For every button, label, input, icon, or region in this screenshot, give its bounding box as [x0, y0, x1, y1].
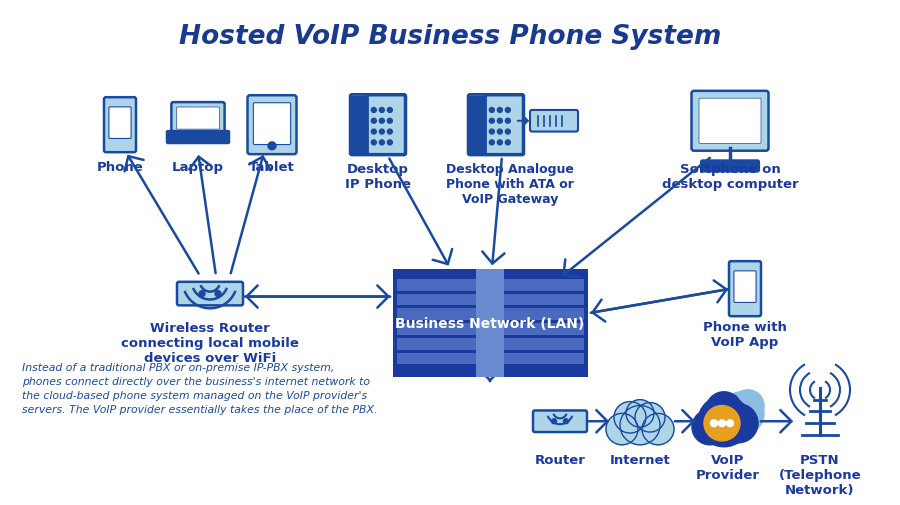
- Circle shape: [215, 291, 221, 297]
- Circle shape: [626, 400, 654, 427]
- Text: Tablet: Tablet: [249, 161, 295, 174]
- Text: Laptop: Laptop: [172, 161, 224, 174]
- Bar: [392, 270, 588, 377]
- Circle shape: [563, 419, 569, 424]
- Circle shape: [387, 130, 392, 135]
- Circle shape: [706, 392, 742, 427]
- Circle shape: [642, 414, 674, 445]
- Text: Softphone on
desktop computer: Softphone on desktop computer: [662, 163, 798, 190]
- Circle shape: [372, 140, 376, 145]
- Circle shape: [387, 108, 392, 113]
- Circle shape: [698, 396, 750, 447]
- Bar: [397, 279, 583, 291]
- Text: Phone: Phone: [96, 161, 143, 174]
- Circle shape: [718, 404, 758, 443]
- Circle shape: [498, 108, 502, 113]
- FancyBboxPatch shape: [469, 96, 488, 155]
- Text: VoIP
Provider: VoIP Provider: [696, 453, 760, 481]
- Circle shape: [372, 130, 376, 135]
- FancyBboxPatch shape: [729, 262, 761, 317]
- FancyBboxPatch shape: [530, 111, 578, 132]
- Circle shape: [379, 119, 384, 124]
- Circle shape: [387, 140, 392, 145]
- Circle shape: [490, 130, 494, 135]
- Circle shape: [710, 420, 717, 427]
- Circle shape: [718, 420, 725, 427]
- Text: Hosted VoIP Business Phone System: Hosted VoIP Business Phone System: [179, 24, 721, 50]
- Circle shape: [199, 291, 205, 297]
- Text: Router: Router: [535, 453, 585, 466]
- Circle shape: [505, 140, 510, 145]
- Text: Business Network (LAN): Business Network (LAN): [395, 317, 585, 330]
- Text: Wireless Router
connecting local mobile
devices over WiFi: Wireless Router connecting local mobile …: [122, 322, 299, 365]
- Circle shape: [372, 119, 376, 124]
- Text: Desktop Analogue
Phone with ATA or
VoIP Gateway: Desktop Analogue Phone with ATA or VoIP …: [446, 163, 574, 206]
- FancyBboxPatch shape: [167, 132, 229, 144]
- Circle shape: [490, 140, 494, 145]
- Circle shape: [268, 142, 276, 150]
- Circle shape: [726, 420, 734, 427]
- Text: PSTN
(Telephone
Network): PSTN (Telephone Network): [778, 453, 861, 496]
- Circle shape: [614, 402, 646, 433]
- FancyBboxPatch shape: [699, 99, 761, 144]
- Bar: [476, 270, 504, 377]
- Circle shape: [505, 108, 510, 113]
- Bar: [397, 309, 583, 321]
- FancyBboxPatch shape: [109, 108, 131, 139]
- FancyBboxPatch shape: [486, 96, 523, 155]
- FancyBboxPatch shape: [367, 96, 405, 155]
- Circle shape: [498, 130, 502, 135]
- Bar: [397, 323, 583, 335]
- Circle shape: [692, 410, 728, 445]
- FancyBboxPatch shape: [248, 96, 296, 155]
- Circle shape: [379, 140, 384, 145]
- FancyBboxPatch shape: [701, 161, 759, 172]
- Text: Internet: Internet: [609, 453, 670, 466]
- Circle shape: [620, 406, 660, 445]
- Bar: [397, 353, 583, 365]
- Circle shape: [372, 108, 376, 113]
- FancyBboxPatch shape: [104, 98, 136, 153]
- Circle shape: [732, 390, 764, 421]
- Circle shape: [606, 414, 638, 445]
- Text: Desktop
IP Phone: Desktop IP Phone: [345, 163, 411, 190]
- Circle shape: [490, 108, 494, 113]
- FancyBboxPatch shape: [177, 282, 243, 306]
- Circle shape: [635, 403, 665, 432]
- FancyBboxPatch shape: [176, 108, 220, 130]
- FancyBboxPatch shape: [533, 411, 587, 432]
- Circle shape: [387, 119, 392, 124]
- Bar: [397, 294, 583, 306]
- Circle shape: [704, 406, 740, 441]
- Circle shape: [379, 108, 384, 113]
- Circle shape: [505, 119, 510, 124]
- Text: Phone with
VoIP App: Phone with VoIP App: [703, 321, 787, 348]
- Circle shape: [379, 130, 384, 135]
- FancyBboxPatch shape: [351, 96, 370, 155]
- Circle shape: [552, 419, 556, 424]
- FancyBboxPatch shape: [253, 104, 291, 145]
- Bar: [397, 338, 583, 350]
- FancyBboxPatch shape: [171, 103, 225, 135]
- Circle shape: [498, 119, 502, 124]
- Circle shape: [720, 392, 764, 435]
- Text: Instead of a traditional PBX or on-premise IP-PBX system,
phones connect directl: Instead of a traditional PBX or on-premi…: [22, 363, 377, 415]
- Circle shape: [505, 130, 510, 135]
- Circle shape: [498, 140, 502, 145]
- FancyBboxPatch shape: [691, 91, 769, 152]
- FancyBboxPatch shape: [734, 271, 756, 303]
- Circle shape: [490, 119, 494, 124]
